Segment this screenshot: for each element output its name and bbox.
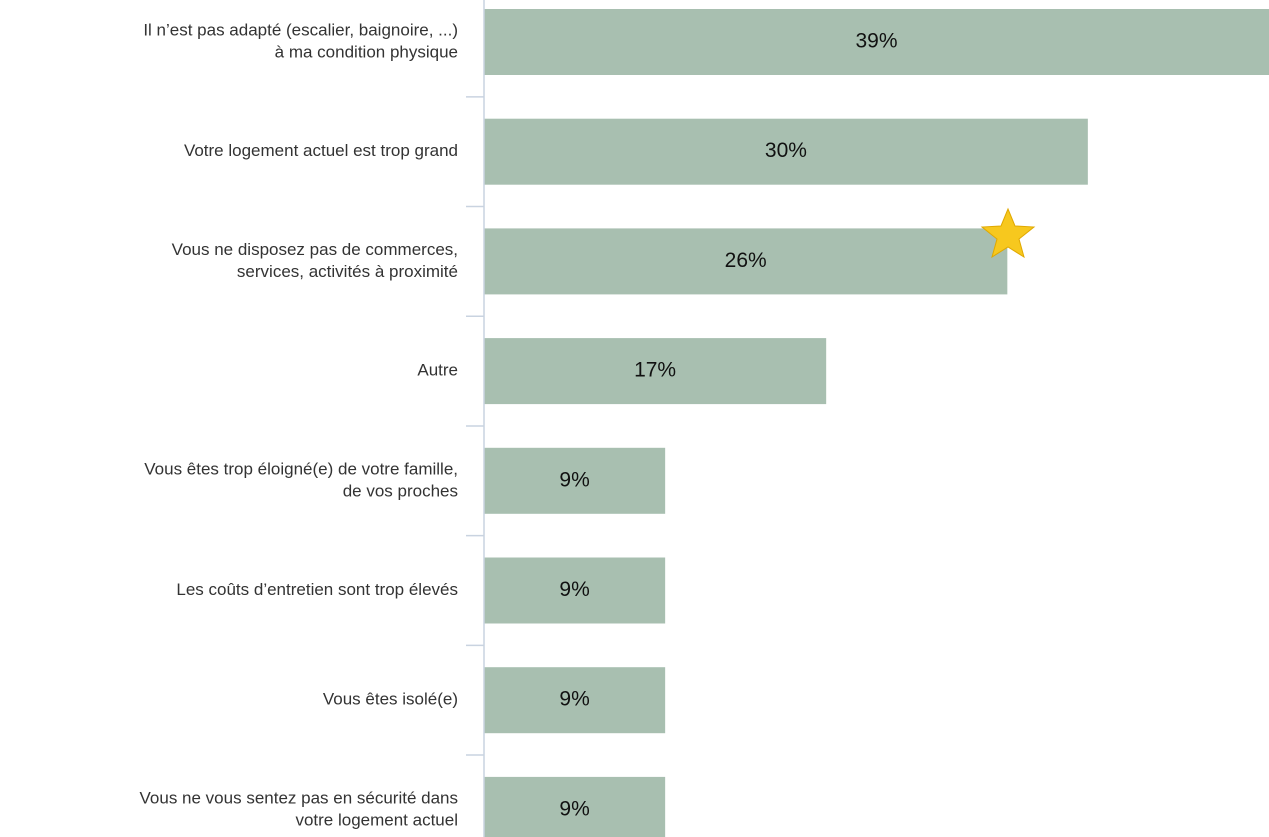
value-label: 39% bbox=[855, 30, 897, 53]
value-label: 26% bbox=[725, 249, 767, 272]
category-label: Votre logement actuel est trop grand bbox=[184, 141, 458, 160]
category-label: Vous ne disposez pas de commerces, bbox=[172, 240, 458, 259]
category-label: Les coûts d’entretien sont trop élevés bbox=[176, 580, 458, 599]
category-label: services, activités à proximité bbox=[237, 262, 458, 281]
bar bbox=[484, 557, 666, 624]
bars bbox=[484, 9, 1269, 837]
value-label: 17% bbox=[634, 359, 676, 382]
value-label: 9% bbox=[559, 688, 589, 711]
value-label: 30% bbox=[765, 139, 807, 162]
category-label: Vous ne vous sentez pas en sécurité dans bbox=[140, 788, 458, 807]
category-label: de vos proches bbox=[343, 481, 458, 500]
value-label: 9% bbox=[559, 468, 589, 491]
bar bbox=[484, 118, 1088, 185]
category-label: à ma condition physique bbox=[275, 42, 458, 61]
bar bbox=[484, 447, 666, 514]
category-label: Vous êtes trop éloigné(e) de votre famil… bbox=[144, 459, 458, 478]
bar bbox=[484, 9, 1269, 75]
bar bbox=[484, 776, 666, 837]
category-label: Il n’est pas adapté (escalier, baignoire… bbox=[143, 20, 458, 39]
value-label: 9% bbox=[559, 578, 589, 601]
category-label: Autre bbox=[417, 361, 458, 380]
star-icon bbox=[980, 207, 1036, 259]
bar bbox=[484, 667, 666, 734]
category-label: Vous êtes isolé(e) bbox=[323, 690, 458, 709]
value-label: 9% bbox=[559, 797, 589, 820]
bar bbox=[484, 228, 1008, 295]
category-label: votre logement actuel bbox=[295, 810, 458, 829]
bar bbox=[484, 338, 827, 405]
